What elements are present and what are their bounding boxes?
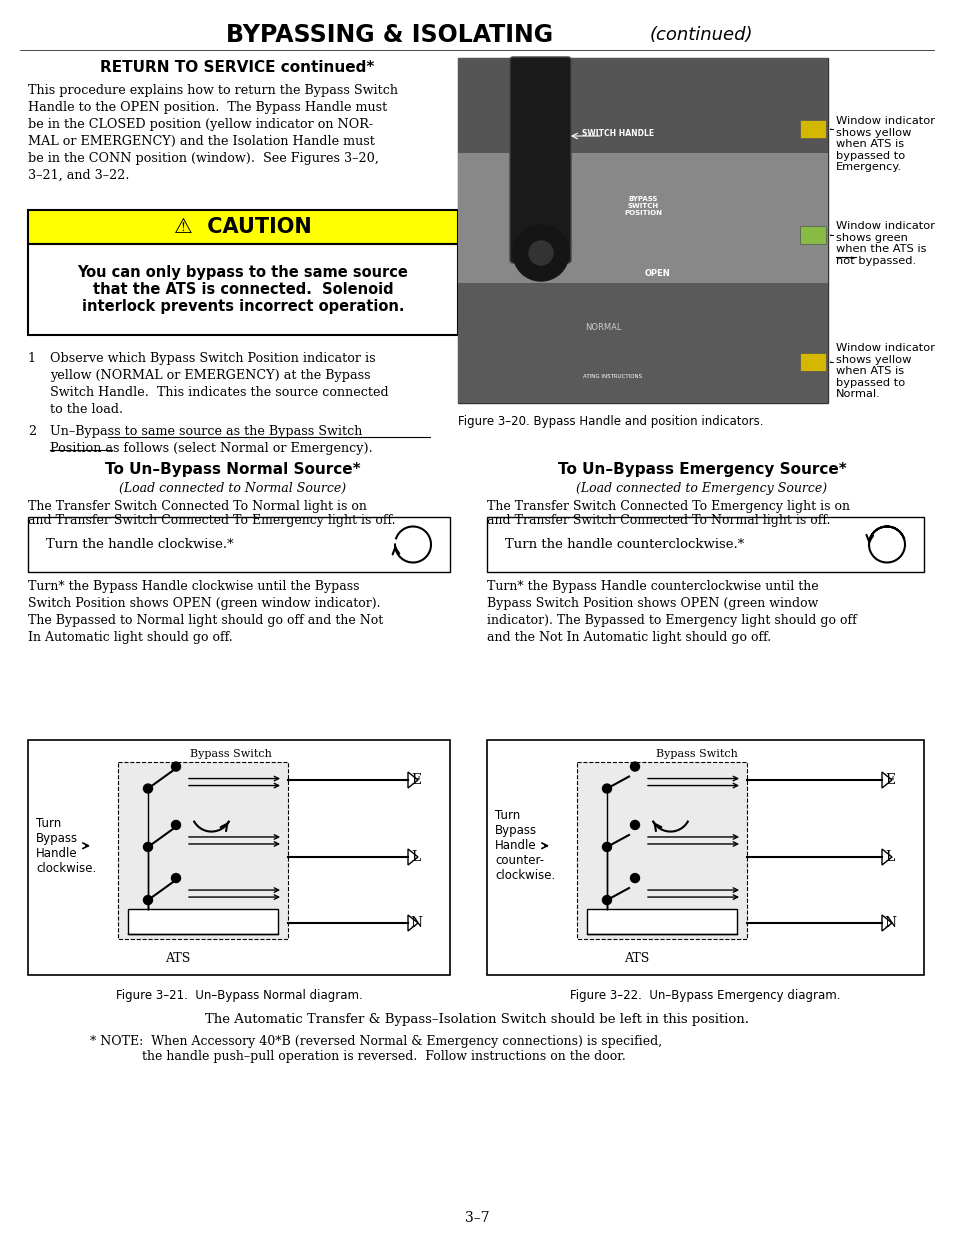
Text: and Transfer Switch Connected To Normal light is off.: and Transfer Switch Connected To Normal … — [486, 514, 829, 527]
Circle shape — [630, 762, 639, 771]
FancyBboxPatch shape — [28, 740, 450, 974]
Text: (Load connected to Emergency Source): (Load connected to Emergency Source) — [576, 482, 826, 495]
Text: You can only bypass to the same source
that the ATS is connected.  Solenoid
inte: You can only bypass to the same source t… — [77, 264, 408, 315]
FancyBboxPatch shape — [486, 517, 923, 572]
FancyBboxPatch shape — [128, 909, 277, 934]
Circle shape — [630, 873, 639, 883]
Circle shape — [143, 784, 152, 793]
Text: (Load connected to Normal Source): (Load connected to Normal Source) — [119, 482, 346, 495]
Text: Window indicator
shows green
when the ATS is
not bypassed.: Window indicator shows green when the AT… — [835, 221, 934, 266]
Circle shape — [172, 873, 180, 883]
Text: E: E — [411, 773, 420, 787]
Text: * NOTE:  When Accessory 40*B (reversed Normal & Emergency connections) is specif: * NOTE: When Accessory 40*B (reversed No… — [90, 1035, 661, 1063]
Text: Turn
Bypass
Handle
clockwise.: Turn Bypass Handle clockwise. — [36, 816, 96, 874]
FancyBboxPatch shape — [586, 909, 737, 934]
Text: Window indicator
shows yellow
when ATS is
bypassed to
Emergency.: Window indicator shows yellow when ATS i… — [835, 116, 934, 173]
Text: L: L — [411, 850, 420, 864]
Text: This procedure explains how to return the Bypass Switch
Handle to the OPEN posit: This procedure explains how to return th… — [28, 84, 397, 182]
Text: OPEN: OPEN — [644, 268, 670, 278]
Text: Figure 3–20. Bypass Handle and position indicators.: Figure 3–20. Bypass Handle and position … — [457, 415, 762, 429]
Text: ATS: ATS — [623, 952, 648, 966]
Text: Un–Bypass to same source as the Bypass Switch
Position as follows (select Normal: Un–Bypass to same source as the Bypass S… — [50, 425, 373, 454]
Circle shape — [143, 842, 152, 851]
Text: ATS: ATS — [165, 952, 190, 966]
Circle shape — [602, 895, 611, 904]
Text: 2: 2 — [28, 425, 36, 438]
Text: To Un–Bypass Emergency Source*: To Un–Bypass Emergency Source* — [558, 462, 845, 477]
Polygon shape — [882, 848, 891, 864]
Circle shape — [602, 842, 611, 851]
Text: Turn the handle clockwise.*: Turn the handle clockwise.* — [46, 538, 233, 551]
FancyBboxPatch shape — [457, 283, 827, 403]
FancyBboxPatch shape — [800, 226, 825, 245]
Circle shape — [143, 895, 152, 904]
Text: 3–7: 3–7 — [464, 1212, 489, 1225]
Text: NORMAL: NORMAL — [584, 324, 620, 332]
Text: Figure 3–21.  Un–Bypass Normal diagram.: Figure 3–21. Un–Bypass Normal diagram. — [115, 989, 362, 1002]
Text: The Transfer Switch Connected To Emergency light is on: The Transfer Switch Connected To Emergen… — [486, 500, 849, 513]
Circle shape — [529, 241, 553, 266]
Text: 1: 1 — [28, 352, 36, 366]
Text: BYPASSING & ISOLATING: BYPASSING & ISOLATING — [226, 23, 553, 47]
Text: and Transfer Switch Connected To Emergency light is off.: and Transfer Switch Connected To Emergen… — [28, 514, 395, 527]
Text: The Transfer Switch Connected To Normal light is on: The Transfer Switch Connected To Normal … — [28, 500, 367, 513]
FancyBboxPatch shape — [457, 153, 827, 283]
Polygon shape — [882, 915, 891, 931]
Text: Turn* the Bypass Handle counterclockwise until the
Bypass Switch Position shows : Turn* the Bypass Handle counterclockwise… — [486, 580, 856, 643]
Text: ATING INSTRUCTIONS: ATING INSTRUCTIONS — [583, 373, 642, 378]
Circle shape — [630, 820, 639, 830]
Circle shape — [602, 784, 611, 793]
Text: Figure 3–22.  Un–Bypass Emergency diagram.: Figure 3–22. Un–Bypass Emergency diagram… — [569, 989, 840, 1002]
Text: E: E — [884, 773, 894, 787]
Text: (continued): (continued) — [649, 26, 753, 44]
FancyBboxPatch shape — [577, 762, 746, 939]
Text: SWITCH HANDLE: SWITCH HANDLE — [581, 128, 654, 137]
Text: N: N — [410, 916, 421, 930]
Text: The Automatic Transfer & Bypass–Isolation Switch should be left in this position: The Automatic Transfer & Bypass–Isolatio… — [205, 1013, 748, 1026]
Text: Bypass Switch: Bypass Switch — [190, 748, 272, 760]
FancyBboxPatch shape — [486, 740, 923, 974]
FancyBboxPatch shape — [510, 57, 571, 263]
FancyBboxPatch shape — [800, 353, 825, 370]
Polygon shape — [408, 772, 417, 788]
Circle shape — [513, 225, 568, 282]
Circle shape — [172, 820, 180, 830]
FancyBboxPatch shape — [457, 58, 827, 153]
FancyBboxPatch shape — [28, 245, 457, 335]
Text: RETURN TO SERVICE continued*: RETURN TO SERVICE continued* — [100, 61, 374, 75]
Text: Turn* the Bypass Handle clockwise until the Bypass
Switch Position shows OPEN (g: Turn* the Bypass Handle clockwise until … — [28, 580, 383, 643]
FancyBboxPatch shape — [457, 58, 827, 403]
Text: To Un–Bypass Normal Source*: To Un–Bypass Normal Source* — [105, 462, 360, 477]
Text: N: N — [883, 916, 895, 930]
Text: BYPASS
SWITCH
POSITION: BYPASS SWITCH POSITION — [623, 196, 661, 216]
Text: Observe which Bypass Switch Position indicator is
yellow (NORMAL or EMERGENCY) a: Observe which Bypass Switch Position ind… — [50, 352, 388, 416]
Text: L: L — [884, 850, 894, 864]
Text: Window indicator
shows yellow
when ATS is
bypassed to
Normal.: Window indicator shows yellow when ATS i… — [835, 343, 934, 399]
FancyBboxPatch shape — [118, 762, 288, 939]
FancyBboxPatch shape — [28, 210, 457, 245]
Text: Bypass Switch: Bypass Switch — [655, 748, 737, 760]
Polygon shape — [882, 772, 891, 788]
Text: Turn
Bypass
Handle
counter-
clockwise.: Turn Bypass Handle counter- clockwise. — [495, 809, 555, 882]
Polygon shape — [408, 915, 417, 931]
FancyBboxPatch shape — [800, 120, 825, 138]
Polygon shape — [408, 848, 417, 864]
Circle shape — [172, 762, 180, 771]
Text: ⚠  CAUTION: ⚠ CAUTION — [174, 217, 312, 237]
FancyBboxPatch shape — [28, 517, 450, 572]
Text: Turn the handle counterclockwise.*: Turn the handle counterclockwise.* — [504, 538, 743, 551]
